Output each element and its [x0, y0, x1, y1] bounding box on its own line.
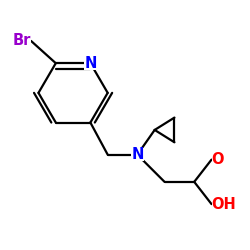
FancyBboxPatch shape: [14, 34, 31, 48]
Text: O: O: [212, 152, 224, 167]
Text: N: N: [84, 56, 96, 71]
Text: N: N: [131, 147, 143, 162]
Text: OH: OH: [212, 196, 236, 212]
FancyBboxPatch shape: [212, 153, 224, 166]
FancyBboxPatch shape: [212, 197, 229, 211]
Text: Br: Br: [13, 34, 31, 48]
FancyBboxPatch shape: [84, 56, 96, 70]
FancyBboxPatch shape: [131, 148, 143, 162]
